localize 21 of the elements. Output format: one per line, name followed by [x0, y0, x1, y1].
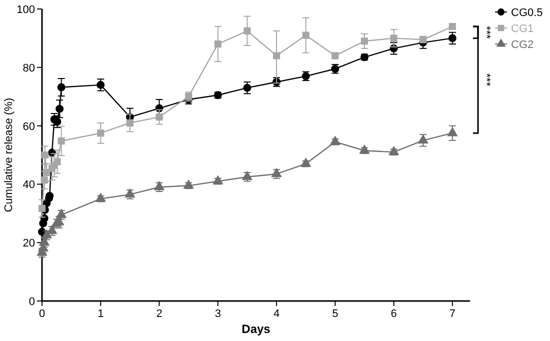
y-tick-label: 60: [22, 120, 35, 133]
legend-label: CG1: [511, 23, 534, 35]
x-tick-label: 5: [332, 308, 338, 320]
x-tick-label: 1: [98, 308, 104, 320]
x-tick-label: 6: [390, 308, 397, 320]
text: ***: [480, 73, 492, 87]
y-tick-label: 100: [16, 4, 35, 16]
y-tick-label: 80: [22, 62, 35, 74]
text: ***: [480, 26, 492, 40]
y-tick-label: 40: [22, 179, 35, 192]
x-tick-label: 0: [38, 308, 46, 320]
legend-label: CG0.5: [511, 7, 543, 19]
x-tick-label: 2: [156, 308, 162, 320]
x-tick-label: 7: [449, 308, 456, 320]
x-tick-label: 4: [273, 308, 280, 320]
y-tick-label: 0: [28, 296, 35, 308]
y-axis-title: Cumulative release (%): [3, 98, 15, 212]
x-axis-title: Days: [242, 322, 271, 336]
x-tick-label: 3: [214, 308, 221, 320]
legend-label: CG2: [511, 39, 534, 51]
y-tick-label: 20: [22, 238, 35, 250]
